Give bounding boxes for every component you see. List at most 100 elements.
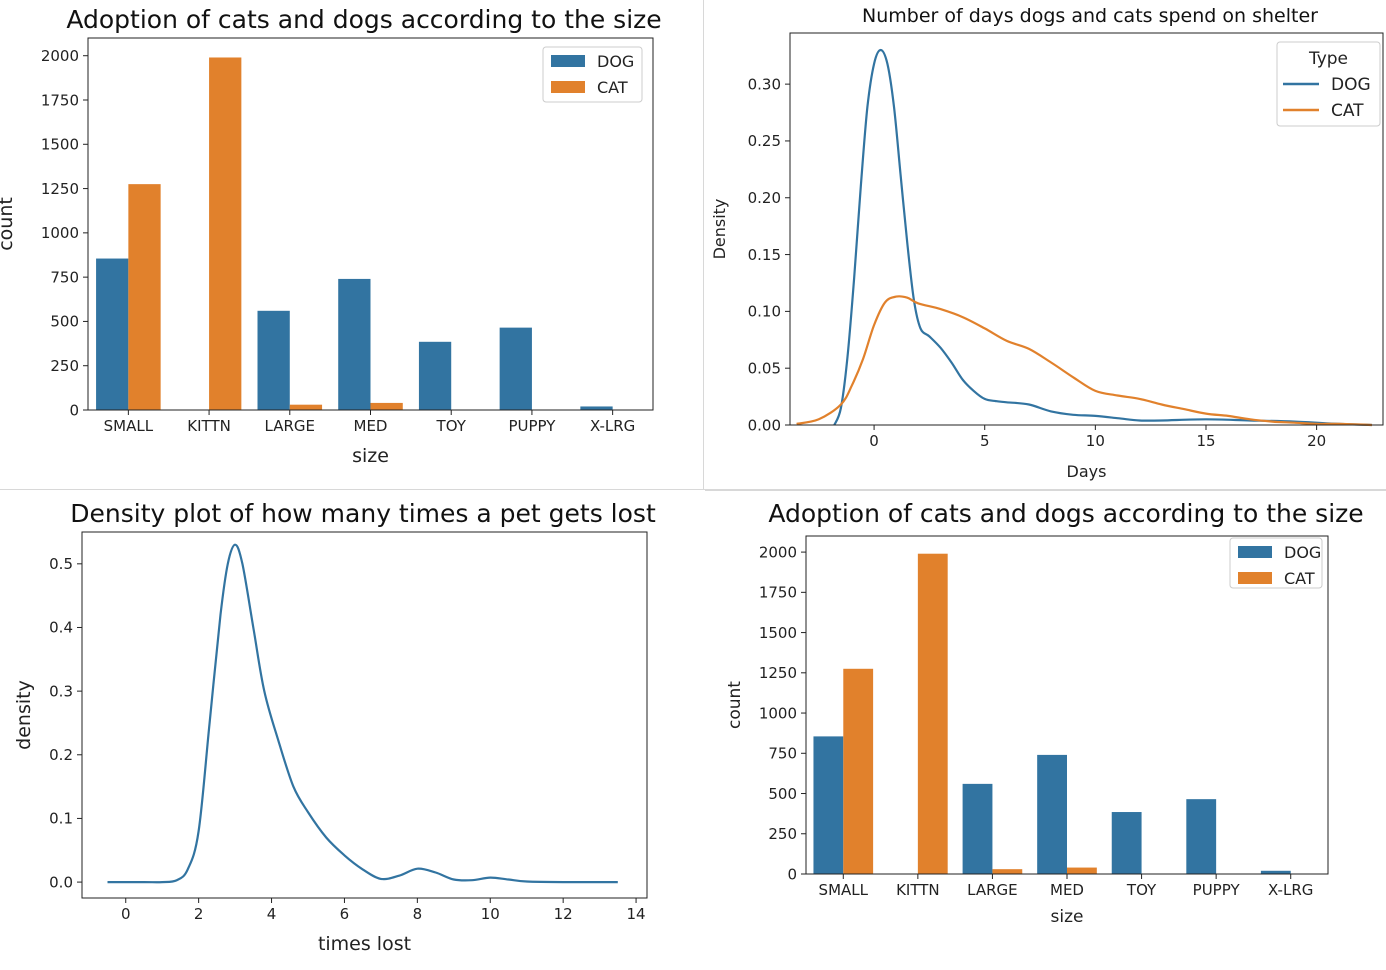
legend-label-cat: CAT bbox=[597, 78, 628, 97]
x-tick-label: 0 bbox=[121, 905, 131, 923]
chart-title: Adoption of cats and dogs according to t… bbox=[66, 5, 661, 34]
x-tick-label: SMALL bbox=[819, 881, 869, 899]
panel-divider-horizontal bbox=[0, 489, 1386, 490]
x-tick-label: KITTN bbox=[896, 881, 940, 899]
y-tick-label: 750 bbox=[50, 268, 79, 286]
y-tick-label: 1250 bbox=[41, 180, 79, 198]
y-tick-label: 2000 bbox=[41, 47, 79, 65]
y-tick-label: 1000 bbox=[41, 224, 79, 242]
y-tick-label: 0.4 bbox=[49, 619, 73, 637]
axes: SMALL KITTN LARGE MED TOY PUPPY X-LRG 0 250 500 75… bbox=[725, 535, 1329, 927]
chart-panel-sizes-bottom: Adoption of cats and dogs according to t… bbox=[725, 499, 1364, 927]
y-tick-label: 1250 bbox=[759, 664, 797, 682]
legend-swatch-cat bbox=[1238, 572, 1272, 584]
plot-area bbox=[107, 543, 618, 884]
bar-cat-kittn bbox=[917, 553, 948, 874]
x-tick-label: LARGE bbox=[265, 417, 316, 435]
axes-frame bbox=[789, 32, 1384, 426]
x-tick-label: KITTN bbox=[187, 417, 231, 435]
chart-title: Number of days dogs and cats spend on sh… bbox=[862, 5, 1318, 27]
legend-label-dog: DOG bbox=[597, 52, 634, 71]
y-tick-label: 0.2 bbox=[49, 746, 73, 764]
legend-swatch-cat bbox=[551, 81, 585, 93]
x-tick-label: 15 bbox=[1196, 432, 1215, 450]
legend-swatch-dog bbox=[1238, 546, 1272, 558]
x-tick-label: 8 bbox=[413, 905, 423, 923]
x-tick-label: 20 bbox=[1307, 432, 1326, 450]
series-line-cat bbox=[796, 295, 1372, 427]
axes: 0 2 4 6 8 10 12 14 0.0 0.1 0.2 0.3 0.4 0.5 times lost d… bbox=[13, 531, 648, 955]
bar-cat-kittn bbox=[209, 57, 242, 410]
chart-title: Density plot of how many times a pet get… bbox=[70, 499, 656, 528]
y-tick-label: 2000 bbox=[759, 543, 797, 561]
y-tick-label: 0.00 bbox=[748, 416, 781, 434]
x-tick-label: X-LRG bbox=[1268, 881, 1313, 899]
legend-label-dog: DOG bbox=[1331, 75, 1371, 95]
x-axis-label: size bbox=[1051, 907, 1084, 927]
axes-frame bbox=[87, 37, 654, 411]
bar-cat-large bbox=[992, 869, 1023, 874]
y-tick-label: 0.15 bbox=[748, 246, 781, 264]
x-tick-label: MED bbox=[354, 417, 388, 435]
x-tick-label: PUPPY bbox=[508, 417, 556, 435]
x-tick-label: PUPPY bbox=[1193, 881, 1241, 899]
x-tick-label: 4 bbox=[267, 905, 277, 923]
bar-dog-toy bbox=[418, 341, 452, 410]
y-axis-label: density bbox=[13, 680, 35, 750]
legend-title: Type bbox=[1308, 49, 1348, 69]
bar-cat-small bbox=[128, 184, 161, 410]
x-tick-label: 14 bbox=[627, 905, 646, 923]
legend: DOG CAT bbox=[542, 46, 643, 103]
y-tick-label: 750 bbox=[768, 745, 797, 763]
chart-title: Adoption of cats and dogs according to t… bbox=[768, 499, 1363, 528]
x-tick-label: LARGE bbox=[967, 881, 1018, 899]
y-tick-label: 1500 bbox=[41, 136, 79, 154]
x-tick-label: 5 bbox=[980, 432, 990, 450]
y-tick-label: 250 bbox=[768, 825, 797, 843]
x-axis-label: times lost bbox=[318, 933, 411, 955]
y-tick-label: 0 bbox=[787, 865, 797, 883]
legend-label-cat: CAT bbox=[1284, 569, 1315, 588]
y-tick-label: 500 bbox=[768, 785, 797, 803]
y-tick-label: 0.0 bbox=[49, 873, 73, 891]
panel-divider-bottom-right bbox=[705, 490, 1386, 491]
chart-panel-shelter-days: Number of days dogs and cats spend on sh… bbox=[710, 5, 1384, 481]
axes: SMALL KITTN LARGE MED TOY PUPPY X-LRG 0 250 500 75… bbox=[0, 37, 654, 467]
bar-cat-large bbox=[289, 404, 323, 410]
x-tick-label: 12 bbox=[554, 905, 573, 923]
x-tick-label: 10 bbox=[481, 905, 500, 923]
y-tick-label: 0.30 bbox=[748, 75, 781, 93]
y-tick-label: 0.3 bbox=[49, 682, 73, 700]
axes: 0 5 10 15 20 0.00 0.05 0.10 0.15 0.20 0.25 0.30 Days… bbox=[710, 32, 1384, 481]
bar-dog-small bbox=[813, 736, 844, 874]
plot-area bbox=[813, 553, 1291, 874]
chart-panel-sizes-top: Adoption of cats and dogs according to t… bbox=[0, 5, 662, 467]
axes-frame bbox=[805, 535, 1329, 875]
y-tick-label: 0.25 bbox=[748, 132, 781, 150]
x-tick-label: TOY bbox=[1126, 881, 1157, 899]
x-tick-label: 0 bbox=[869, 432, 879, 450]
bar-dog-toy bbox=[1111, 812, 1142, 874]
x-axis-label: Days bbox=[1067, 462, 1107, 481]
y-axis-label: Density bbox=[710, 199, 729, 260]
y-tick-label: 1750 bbox=[41, 91, 79, 109]
x-tick-label: TOY bbox=[436, 417, 467, 435]
plot-area bbox=[796, 48, 1372, 427]
chart-panel-times-lost: Density plot of how many times a pet get… bbox=[13, 499, 656, 955]
x-tick-label: 10 bbox=[1086, 432, 1105, 450]
axes-frame bbox=[81, 531, 648, 899]
plot-area bbox=[96, 57, 613, 410]
bar-dog-small bbox=[96, 258, 129, 410]
series-line bbox=[107, 543, 618, 884]
legend-label-cat: CAT bbox=[1331, 101, 1364, 121]
legend-label-dog: DOG bbox=[1284, 543, 1321, 562]
bar-dog-x-lrg bbox=[1260, 870, 1291, 874]
bar-dog-large bbox=[962, 783, 993, 874]
series-line-dog bbox=[833, 48, 1372, 427]
y-tick-label: 0.05 bbox=[748, 359, 781, 377]
panel-divider-vertical bbox=[703, 0, 704, 490]
y-tick-label: 500 bbox=[50, 313, 79, 331]
legend-frame bbox=[1276, 41, 1381, 127]
x-tick-label: 2 bbox=[194, 905, 204, 923]
